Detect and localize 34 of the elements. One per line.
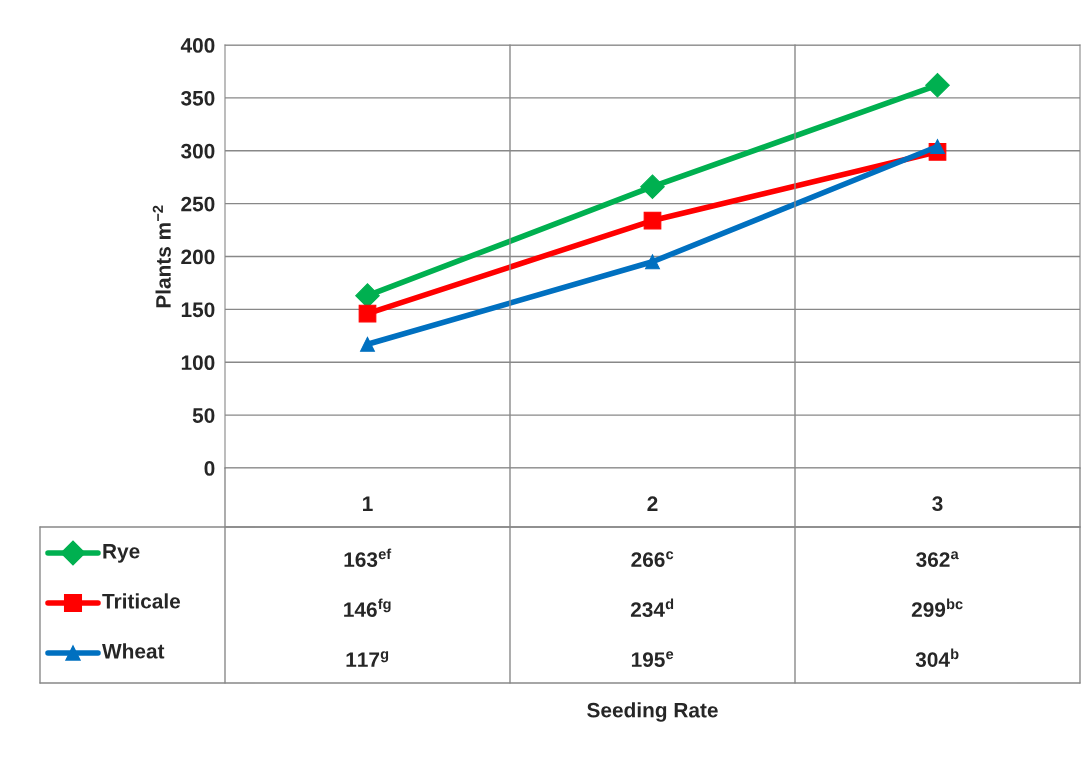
y-tick-label: 150 — [181, 302, 215, 318]
data-label: 266$^{c}$ — [631, 551, 674, 567]
x-tick-label: 1 — [363, 496, 373, 511]
y-tick-label: 250 — [181, 196, 215, 212]
point — [360, 336, 375, 352]
point — [355, 283, 380, 308]
data-label: 304$^{b}$ — [915, 648, 959, 668]
y-tick-label: 350 — [181, 90, 215, 106]
data-label: 299$^{bc}$ — [911, 598, 963, 617]
y-axis-title: Plants m$^{−2}$ — [152, 205, 171, 308]
y-tick-label: 0 — [204, 461, 215, 476]
data-label: 163$^{ef}$ — [344, 548, 392, 568]
data-label: 117$^{g}$ — [346, 651, 389, 667]
x-tick-label: 2 — [647, 496, 658, 511]
data-label: 362$^{a}$ — [916, 551, 959, 568]
y-tick-label: 300 — [181, 143, 215, 159]
point — [640, 174, 665, 200]
point — [645, 254, 660, 270]
text: Seeding Rate — [587, 702, 718, 722]
data-label: 234$^{d}$ — [630, 598, 674, 618]
point — [930, 139, 945, 154]
y-tick-label: 50 — [192, 408, 215, 423]
data-label: 146$^{fg}$ — [344, 598, 391, 617]
point — [358, 304, 377, 323]
legend-label: Triticale — [102, 593, 181, 609]
point — [643, 211, 662, 230]
y-tick-label: 200 — [181, 249, 215, 265]
legend-label: Rye — [103, 544, 140, 563]
x-tick-label: 3 — [932, 496, 943, 512]
y-tick-label: 100 — [181, 355, 215, 370]
y-tick-label: 400 — [180, 38, 215, 53]
legend-label: Wheat — [102, 643, 165, 659]
data-label: 195$^{e}$ — [631, 651, 674, 667]
point — [925, 72, 950, 98]
